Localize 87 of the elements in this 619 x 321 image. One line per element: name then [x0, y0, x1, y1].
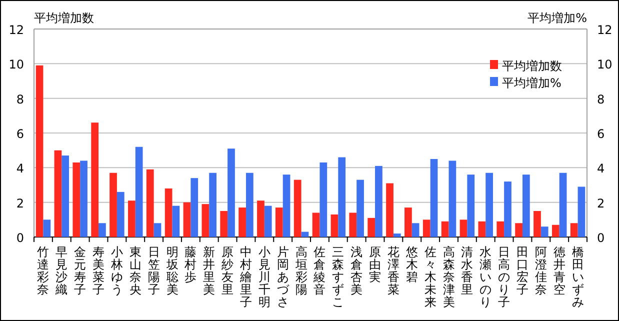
bar: [578, 186, 586, 237]
bar: [98, 223, 106, 237]
bar: [282, 174, 290, 237]
bar: [135, 146, 143, 237]
x-tick-label: 原由実: [369, 245, 382, 284]
bar: [301, 232, 309, 237]
bar: [393, 234, 401, 237]
x-tick-label: 悠木碧: [404, 245, 418, 284]
bar: [91, 122, 99, 237]
y-tick-label: 0: [16, 231, 24, 245]
x-tick-label: 竹達彩奈: [37, 245, 50, 296]
y2-tick-label: 6: [597, 127, 605, 141]
bar: [570, 223, 578, 237]
x-tick-label: 早見沙織: [54, 245, 68, 296]
bar: [422, 220, 430, 237]
x-tick-label: 田口宏子: [516, 245, 528, 296]
x-tick-label: 原紗友里: [222, 245, 234, 296]
x-tick-label: 高森奈津美: [442, 245, 455, 309]
y-tick-label: 6: [16, 127, 24, 141]
x-tick-label: 清水香里: [461, 245, 474, 296]
legend-label: 平均増加数: [502, 59, 562, 73]
x-tick-label: 新井里美: [203, 245, 216, 296]
bar: [478, 221, 486, 237]
bar: [552, 224, 560, 237]
bar: [515, 223, 522, 237]
x-tick-label: 阿澄佳奈: [534, 245, 547, 296]
bar: [404, 208, 412, 237]
y2-tick-label: 12: [597, 23, 612, 37]
x-tick-label: 中村繪里子: [238, 245, 252, 309]
bar: [338, 157, 346, 237]
bar: [330, 214, 338, 237]
y2-tick-label: 2: [597, 196, 605, 210]
bar: [522, 174, 530, 237]
bar: [486, 172, 493, 237]
x-tick-label: 高垣彩陽: [294, 245, 308, 296]
bar: [375, 166, 382, 237]
bar: [356, 180, 364, 237]
bar: [386, 183, 394, 237]
x-tick-label: 寿美菜子: [92, 245, 105, 296]
y2-tick-label: 10: [597, 58, 612, 72]
y-tick-label: 10: [8, 58, 24, 72]
y-tick-label: 4: [16, 162, 24, 176]
bar: [504, 182, 512, 237]
x-tick-label: 東山奈央: [129, 245, 142, 296]
bar: [36, 65, 44, 237]
bar: [448, 160, 456, 237]
bar: [441, 221, 449, 237]
bar: [559, 172, 567, 237]
x-tick-label: 浅倉杏美: [350, 245, 363, 296]
bar: [368, 218, 376, 237]
x-tick-label: 橋田いずみ: [572, 245, 584, 309]
y2-axis-title: 平均増加%: [528, 11, 587, 25]
x-tick-label: 明坂聡美: [165, 245, 178, 296]
x-tick-label: 佐倉綾音: [312, 245, 326, 296]
y-tick-label: 2: [16, 196, 24, 210]
bar: [220, 211, 228, 237]
y2-tick-label: 4: [597, 162, 605, 176]
x-tick-label: 三森すずこ: [332, 245, 344, 309]
x-tick-label: 日笠陽子: [148, 245, 160, 296]
bar: [246, 172, 254, 237]
bar: [228, 148, 235, 237]
y2-tick-label: 0: [597, 231, 605, 245]
y-tick-label: 12: [8, 23, 24, 37]
bar: [294, 180, 302, 237]
bar: [534, 211, 541, 237]
legend-label: 平均増加%: [502, 76, 562, 90]
bar: [146, 169, 154, 237]
x-tick-label: 金元寿子: [74, 245, 86, 296]
y2-tick-label: 8: [597, 92, 605, 106]
x-tick-label: 藤村歩: [184, 245, 197, 284]
bar: [467, 174, 475, 237]
x-tick-label: 小林ゆう: [110, 245, 123, 296]
bar: [496, 221, 504, 237]
x-tick-label: 水瀬いのり: [480, 245, 492, 309]
y-tick-label: 8: [16, 92, 24, 106]
x-tick-label: 花澤香菜: [387, 245, 400, 296]
x-tick-label: 佐々木未来: [424, 245, 436, 309]
bar: [430, 159, 438, 237]
x-tick-label: 日高のり子: [498, 245, 510, 309]
bar: [43, 220, 51, 237]
bar: [154, 223, 162, 237]
y-axis-title: 平均増加数: [34, 11, 94, 25]
x-tick-label: 徳井青空: [553, 245, 566, 296]
bar: [320, 162, 328, 237]
x-tick-label: 片岡あづさ: [276, 245, 290, 309]
x-tick-label: 小見川千明: [258, 245, 270, 309]
bar: [460, 220, 468, 237]
